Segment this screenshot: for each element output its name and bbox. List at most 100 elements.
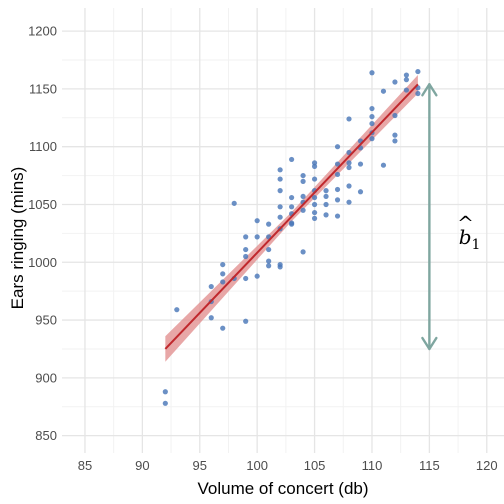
data-point	[208, 283, 214, 290]
data-point	[162, 389, 168, 395]
data-point	[392, 132, 398, 138]
data-point	[323, 193, 329, 200]
data-point	[369, 70, 375, 76]
y-tick-label: 1200	[28, 24, 57, 39]
y-tick-label: 1150	[29, 81, 57, 96]
data-point	[346, 164, 352, 171]
x-axis-title: Volume of concert (db)	[197, 479, 368, 498]
data-point	[334, 144, 341, 150]
data-point	[277, 264, 283, 270]
data-point	[311, 209, 318, 216]
y-tick-label: 950	[35, 313, 57, 328]
data-point	[334, 213, 341, 219]
data-point	[323, 212, 329, 218]
data-point	[346, 199, 352, 205]
data-point	[380, 88, 387, 94]
y-tick-label: 1050	[28, 197, 57, 212]
x-tick-label: 85	[78, 458, 92, 473]
data-point	[369, 120, 375, 127]
data-point	[277, 167, 283, 173]
data-point	[415, 90, 421, 97]
data-point	[369, 114, 375, 120]
data-point	[311, 176, 318, 182]
data-point	[334, 161, 341, 167]
y-tick-label: 1000	[28, 255, 57, 270]
data-point	[311, 163, 318, 169]
coefficient-arrow-group	[421, 83, 438, 351]
data-point	[380, 162, 387, 168]
data-point	[277, 188, 283, 194]
data-point	[403, 77, 410, 83]
data-point	[369, 136, 375, 142]
data-point	[220, 279, 226, 285]
data-point	[254, 234, 260, 240]
data-point	[346, 160, 352, 166]
data-point	[403, 72, 410, 78]
confidence-band-group	[165, 75, 418, 362]
data-point	[277, 214, 283, 220]
data-point	[334, 186, 341, 193]
data-point	[289, 204, 295, 210]
data-point	[266, 246, 272, 253]
data-point	[254, 273, 260, 279]
data-point	[277, 204, 283, 210]
data-point	[300, 249, 306, 255]
data-point	[357, 161, 364, 167]
data-point	[300, 172, 306, 179]
confidence-band	[165, 75, 418, 362]
data-point	[300, 207, 306, 213]
y-tick-label: 1100	[29, 139, 57, 154]
y-tick-label: 850	[35, 428, 57, 443]
data-point	[323, 188, 329, 194]
data-point	[311, 215, 318, 221]
data-point	[392, 112, 398, 119]
arrow-head-top	[421, 83, 438, 97]
fit-line-group	[164, 83, 419, 350]
annotation-label: b	[459, 225, 472, 249]
data-point	[289, 156, 295, 163]
data-point	[323, 201, 329, 208]
data-point	[346, 116, 352, 122]
data-point	[311, 201, 318, 208]
data-point	[266, 258, 272, 264]
data-point	[369, 105, 375, 112]
data-point	[220, 325, 226, 331]
data-point	[334, 197, 341, 203]
x-tick-label: 110	[362, 458, 383, 473]
data-point	[220, 271, 226, 277]
data-point	[220, 261, 226, 268]
data-point	[162, 400, 168, 406]
data-point	[403, 87, 410, 93]
data-points	[162, 68, 421, 406]
data-point	[346, 183, 352, 189]
data-point	[357, 189, 364, 195]
data-point	[243, 246, 249, 253]
data-point	[243, 234, 249, 240]
arrow-head-bottom	[421, 336, 438, 351]
x-tick-label: 120	[476, 458, 498, 473]
y-tick-label: 900	[35, 370, 57, 385]
x-tick-label: 95	[193, 458, 207, 473]
data-point	[334, 171, 341, 178]
data-point	[289, 194, 295, 201]
x-tick-labels: 85 90 95 100 105 110 115 120	[78, 458, 498, 473]
data-point	[231, 200, 237, 206]
b1-hat-annotation: b1	[459, 225, 481, 253]
x-tick-label: 90	[135, 458, 149, 473]
x-tick-label: 100	[246, 458, 268, 473]
annotation-hat: ^	[457, 211, 474, 235]
data-point	[266, 221, 272, 227]
data-point	[243, 253, 249, 260]
y-tick-labels: 850 900 950 1000 1050 1100 1150 1200	[28, 24, 57, 444]
data-point	[300, 178, 306, 184]
x-tick-label: 105	[304, 458, 326, 473]
data-point	[311, 194, 318, 201]
y-axis-title: Ears ringing (mins)	[8, 167, 27, 310]
x-tick-label: 115	[419, 458, 440, 473]
data-point	[277, 176, 283, 182]
data-point	[300, 193, 306, 200]
data-point	[208, 315, 214, 321]
data-point	[254, 218, 260, 224]
data-point	[243, 318, 249, 324]
